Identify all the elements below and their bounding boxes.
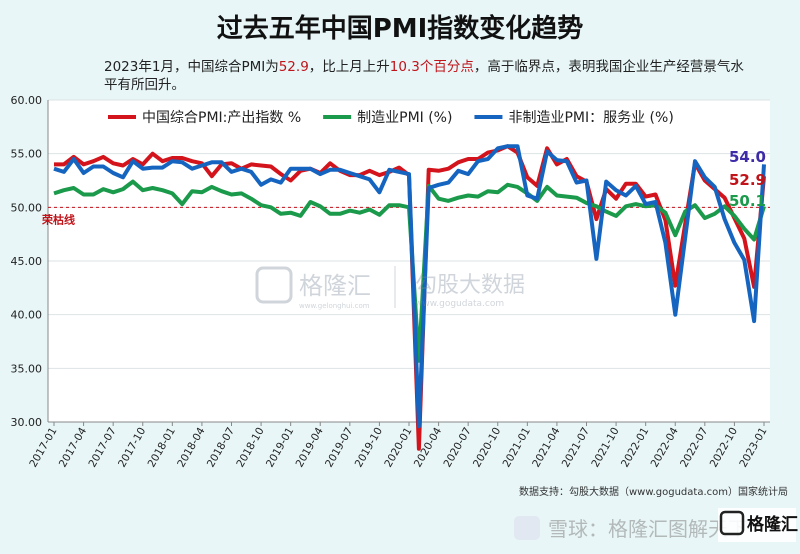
x-tick-label: 2018-10 bbox=[234, 426, 266, 470]
y-tick-label: 55.00 bbox=[11, 148, 43, 161]
x-tick-label: 2021-10 bbox=[589, 426, 621, 470]
series-line-2 bbox=[53, 144, 766, 429]
legend-label-0: 中国综合PMI:产出指数 % bbox=[142, 110, 301, 126]
snowball-icon bbox=[514, 516, 540, 540]
chart-title: 过去五年中国PMI指数变化趋势 bbox=[216, 14, 584, 44]
chart-subtitle: 2023年1月，中国综合PMI为52.9，比上月上升10.3个百分点，高于临界点… bbox=[104, 58, 744, 94]
y-tick-label: 30.00 bbox=[11, 416, 43, 429]
watermark-logo-icon bbox=[255, 266, 293, 304]
end-label-1: 52.9 bbox=[729, 171, 766, 189]
y-tick-label: 40.00 bbox=[11, 309, 43, 322]
x-tick-label: 2020-07 bbox=[441, 425, 473, 469]
x-tick-label: 2020-10 bbox=[471, 426, 503, 470]
reference-line-label: 荣枯线 bbox=[41, 212, 75, 226]
x-tick-label: 2018-07 bbox=[205, 426, 237, 470]
x-tick-label: 2019-07 bbox=[323, 426, 355, 470]
subtitle-change: 10.3个百分点 bbox=[389, 59, 474, 75]
x-tick-label: 2017-01 bbox=[27, 426, 59, 470]
x-tick-label: 2017-04 bbox=[57, 425, 89, 469]
bottom-brand-logo-text: 格隆汇 bbox=[747, 514, 798, 535]
x-tick-label: 2018-01 bbox=[146, 426, 178, 470]
y-tick-label: 60.00 bbox=[11, 94, 43, 107]
bottom-brand-bar: 雪球：格隆汇图解天下 格隆汇 bbox=[514, 508, 798, 542]
subtitle-part-1: 2023年1月，中国综合PMI为 bbox=[104, 59, 279, 75]
bottom-watermark-text: 雪球：格隆汇图解天下 bbox=[548, 517, 748, 541]
y-tick-label: 50.00 bbox=[11, 201, 43, 214]
subtitle-part-3: ，比上月上升 bbox=[308, 59, 390, 75]
x-tick-label: 2020-01 bbox=[382, 426, 414, 470]
x-tick-label: 2023-01 bbox=[737, 426, 769, 470]
watermark-data-url: www.gogudata.com bbox=[415, 299, 504, 309]
watermark-brand: 格隆汇 bbox=[299, 272, 371, 300]
end-label-2: 50.1 bbox=[729, 192, 766, 210]
x-tick-label: 2017-10 bbox=[116, 426, 148, 470]
y-tick-label: 35.00 bbox=[11, 362, 43, 375]
x-tick-label: 2021-07 bbox=[560, 426, 592, 470]
watermark-data: 勾股大数据 bbox=[415, 273, 525, 298]
x-tick-label: 2022-04 bbox=[649, 425, 681, 469]
x-tick-label: 2022-01 bbox=[619, 426, 651, 470]
subtitle-value: 52.9 bbox=[278, 59, 309, 75]
x-tick-label: 2021-04 bbox=[530, 425, 562, 469]
x-tick-label: 2018-04 bbox=[175, 425, 207, 469]
legend-label-2: 非制造业PMI：服务业 (%) bbox=[508, 110, 673, 126]
watermark: 格隆汇 www.gelonghui.com 勾股大数据 www.gogudata… bbox=[255, 262, 555, 312]
data-source-note: 数据支持：勾股大数据（www.gogudata.com）国家统计局 bbox=[518, 487, 788, 498]
gelonghui-logo-icon bbox=[719, 510, 745, 536]
end-label-0: 54.0 bbox=[729, 148, 766, 166]
pmi-line-chart: 30.00 35.00 40.00 45.00 50.00 55.00 60.00 荣枯线 20… bbox=[11, 94, 770, 470]
subtitle-part-5: ，高于临界点，表明我国企业生产经营景气水平有所回升。 bbox=[104, 59, 744, 93]
x-tick-label: 2017-07 bbox=[86, 426, 118, 470]
x-tick-label: 2019-01 bbox=[264, 426, 296, 470]
x-tick-label: 2019-10 bbox=[353, 426, 385, 470]
x-tick-label: 2022-10 bbox=[708, 426, 740, 470]
x-tick-label: 2021-01 bbox=[501, 426, 533, 470]
y-tick-label: 45.00 bbox=[11, 255, 43, 268]
watermark-brand-url: www.gelonghui.com bbox=[299, 302, 370, 310]
legend-label-1: 制造业PMI (%) bbox=[357, 110, 452, 126]
x-tick-label: 2019-04 bbox=[294, 425, 326, 469]
x-tick-label: 2022-07 bbox=[678, 426, 710, 470]
